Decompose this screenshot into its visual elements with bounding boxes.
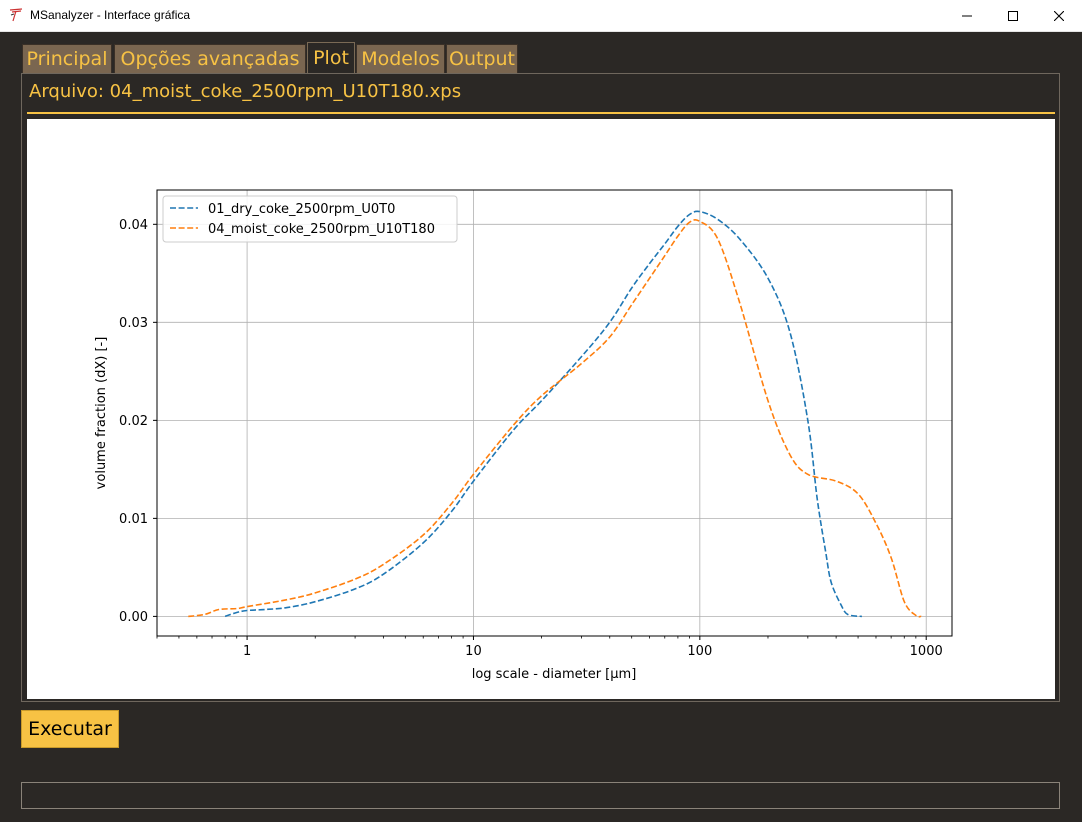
plot-frame	[156, 189, 953, 637]
close-icon	[1054, 10, 1064, 21]
run-button[interactable]: Executar	[21, 710, 119, 748]
series-line-2	[188, 219, 922, 618]
plot-canvas: 1 10 100 1000 0.00 0.01 0.02 0.03 0.04 log scale…	[27, 119, 1055, 699]
tab-modelos[interactable]: Modelos	[356, 44, 445, 73]
x-tick-label: 1000	[910, 644, 943, 659]
x-tick-label: 100	[687, 644, 712, 659]
series-line-1	[224, 210, 862, 618]
legend-label-2: 04_moist_coke_2500rpm_U10T180	[208, 222, 435, 237]
minimize-icon	[962, 15, 972, 16]
file-label: Arquivo: 04_moist_coke_2500rpm_U10T180.x…	[29, 81, 462, 102]
chart-series-layer	[188, 210, 922, 618]
tab-plot[interactable]: Plot	[307, 42, 355, 73]
maximize-button[interactable]	[990, 0, 1036, 31]
chart-legend: 01_dry_coke_2500rpm_U0T0 04_moist_coke_25…	[162, 195, 458, 243]
x-tick-label: 10	[465, 644, 482, 659]
chart: 1 10 100 1000 0.00 0.01 0.02 0.03 0.04 log scale…	[94, 189, 953, 682]
maximize-icon	[1008, 10, 1018, 21]
title-bar: MSanalyzer - Interface gráfica	[0, 0, 1082, 32]
y-axis-label: volume fraction (dX) [-]	[94, 337, 109, 490]
y-tick-label: 0.01	[119, 512, 148, 527]
x-axis-label: log scale - diameter [μm]	[472, 667, 637, 682]
y-tick-label: 0.03	[119, 316, 148, 331]
chart-grid	[157, 190, 952, 636]
x-tick-label: 1	[243, 644, 251, 659]
tab-principal[interactable]: Principal	[22, 44, 112, 73]
legend-box	[162, 195, 458, 243]
separator	[27, 112, 1055, 114]
status-bar	[21, 782, 1060, 809]
chart-ticks: 1 10 100 1000 0.00 0.01 0.02 0.03 0.04	[119, 218, 943, 659]
minimize-button[interactable]	[944, 0, 990, 31]
close-button[interactable]	[1036, 0, 1082, 31]
legend-label-1: 01_dry_coke_2500rpm_U0T0	[208, 202, 395, 217]
y-tick-label: 0.02	[119, 414, 148, 429]
tab-output[interactable]: Output	[446, 44, 518, 73]
y-tick-label: 0.00	[119, 610, 148, 625]
tab-opcoes-avancadas[interactable]: Opções avançadas	[114, 44, 306, 73]
window-title: MSanalyzer - Interface gráfica	[30, 8, 191, 22]
y-tick-label: 0.04	[119, 218, 148, 233]
app-icon	[9, 8, 23, 22]
